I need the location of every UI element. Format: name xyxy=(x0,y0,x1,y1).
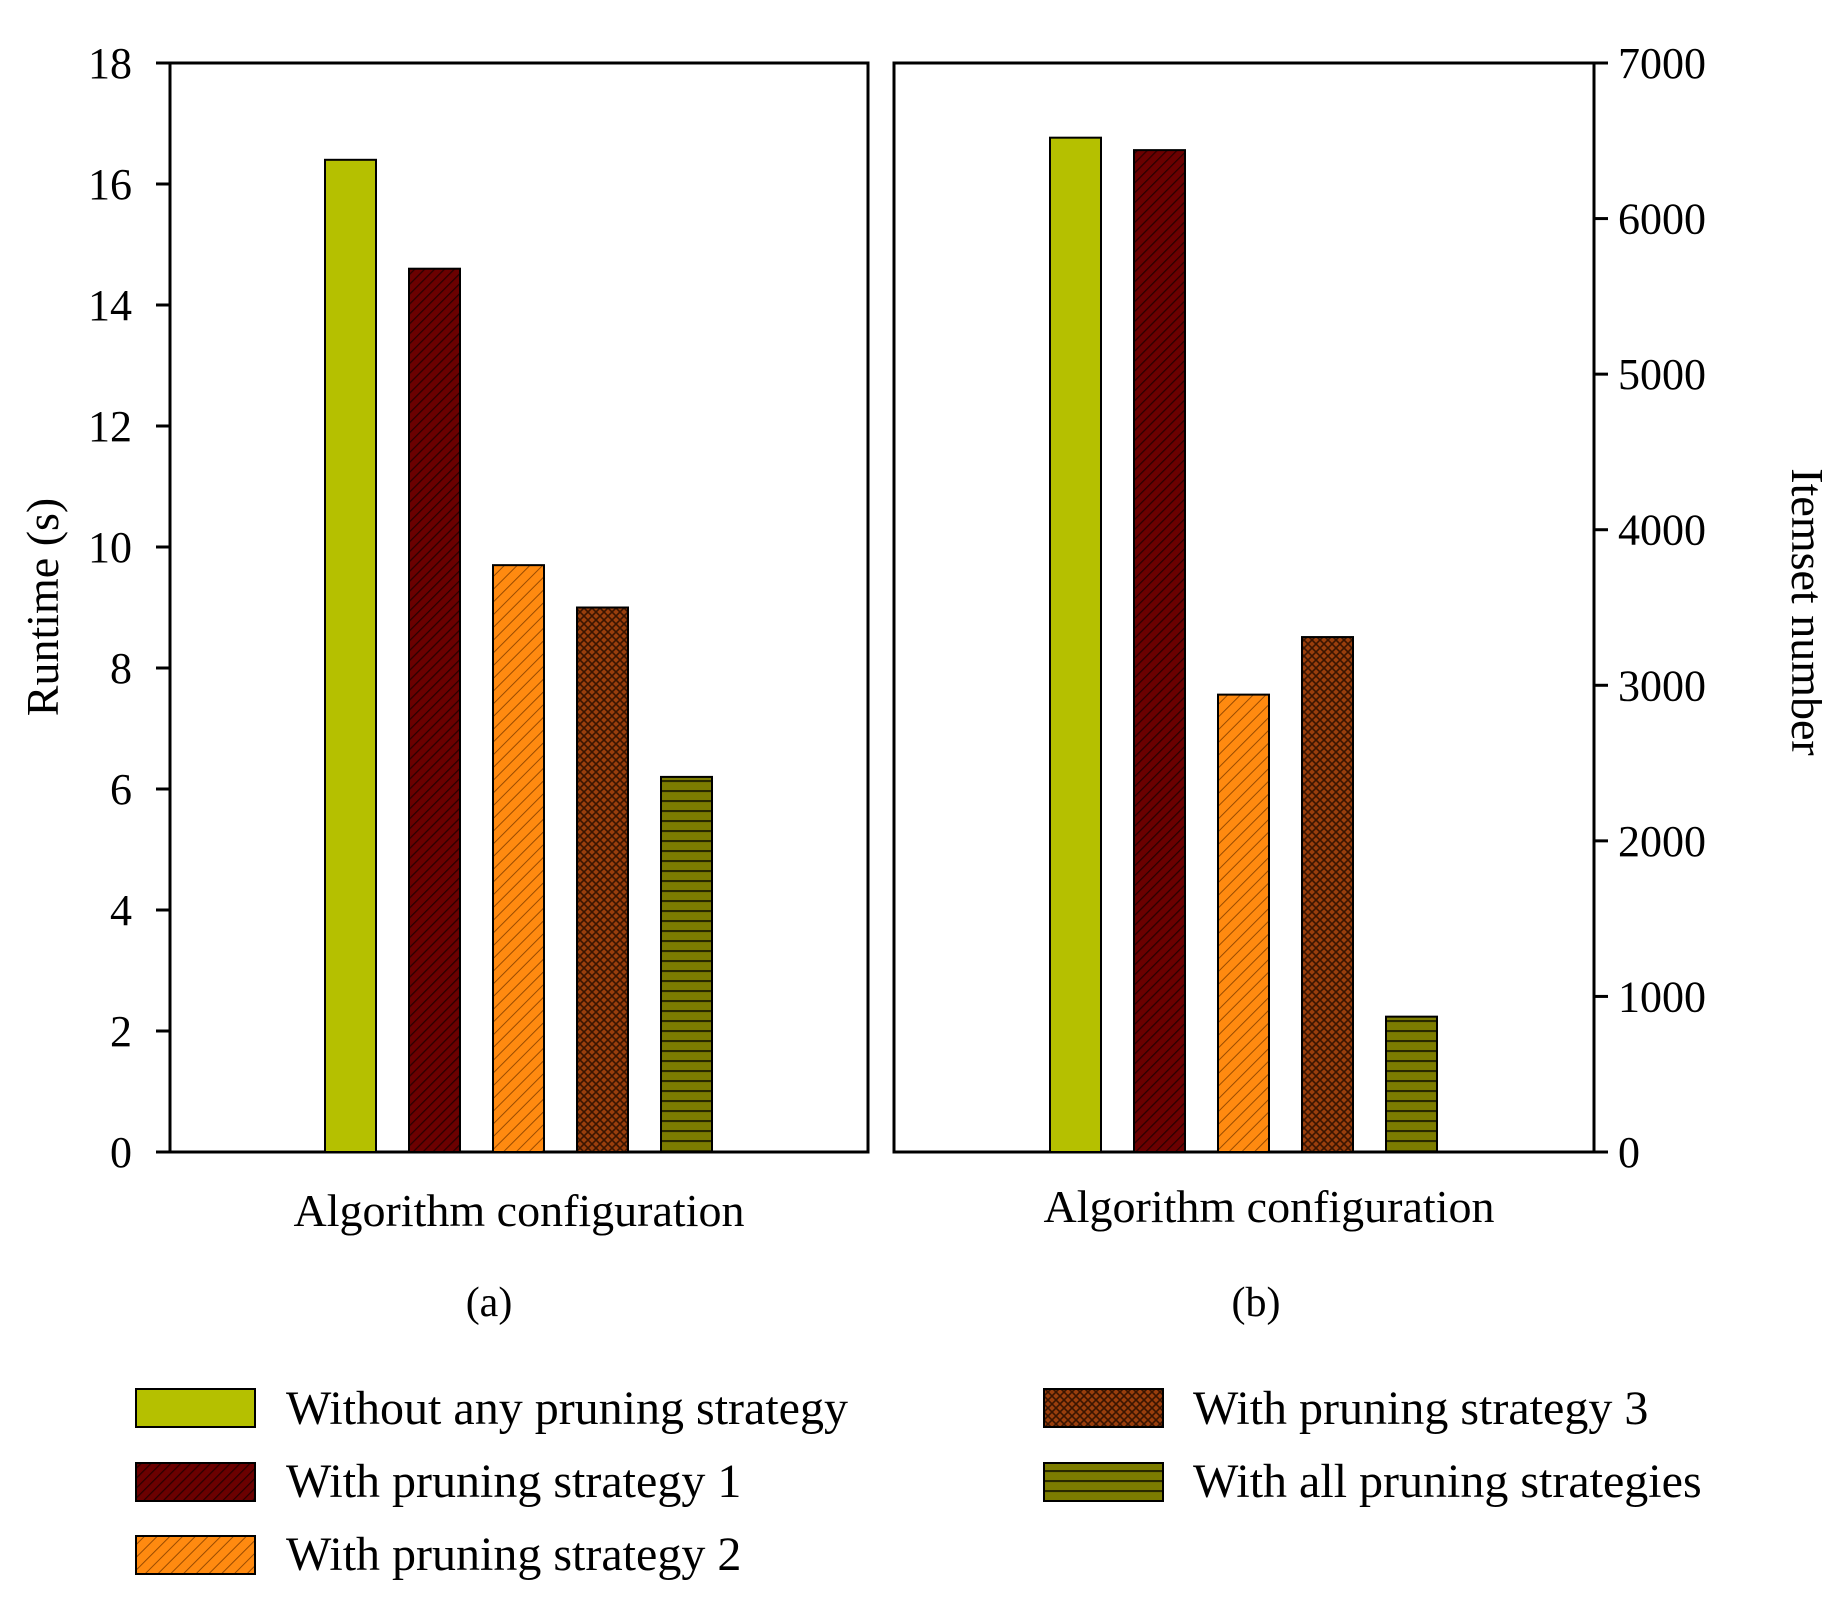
legend-swatch-3 xyxy=(1043,1388,1164,1428)
legend-label-1: With pruning strategy 1 xyxy=(286,1455,741,1508)
chart-b-ytick-label: 6000 xyxy=(1618,195,1706,244)
legend-label-4: With all pruning strategies xyxy=(1193,1455,1702,1508)
chart-a-ytick-label: 0 xyxy=(110,1128,132,1177)
chart-a-ytick-label: 16 xyxy=(88,160,132,209)
legend-label-2: With pruning strategy 2 xyxy=(286,1528,741,1581)
legend: Without any pruning strategy With prunin… xyxy=(135,1382,1702,1581)
chart-b-bar-4 xyxy=(1385,1015,1438,1153)
chart-a-ytick-label: 4 xyxy=(110,886,132,935)
chart-b-bar-1 xyxy=(1133,149,1186,1153)
chart-b-ytick-label: 2000 xyxy=(1618,817,1706,866)
chart-a-ytick-label: 18 xyxy=(88,39,132,88)
chart-a-ytick-label: 8 xyxy=(110,644,132,693)
chart-a-ytick-label: 6 xyxy=(110,765,132,814)
legend-label-0: Without any pruning strategy xyxy=(286,1382,848,1435)
chart-a-ytick-label: 10 xyxy=(88,523,132,572)
chart-b-ytick-label: 4000 xyxy=(1618,506,1706,555)
chart-b-ylabel: Itemset number xyxy=(1782,468,1822,755)
legend-swatch-4 xyxy=(1043,1462,1164,1502)
chart-a-bar-3 xyxy=(576,606,629,1153)
chart-b: 0 1000 2000 3000 4000 5000 6000 7000 Algorithm … xyxy=(892,39,1822,1326)
chart-b-caption: (b) xyxy=(1232,1280,1281,1326)
chart-b-ytick-label: 0 xyxy=(1618,1128,1640,1177)
legend-swatch-2 xyxy=(135,1535,256,1575)
legend-swatch-1 xyxy=(135,1462,256,1502)
chart-a-ytick-label: 14 xyxy=(88,281,132,330)
chart-a-bars xyxy=(324,158,713,1154)
chart-b-bar-3 xyxy=(1301,636,1354,1153)
legend-swatch-0 xyxy=(135,1388,256,1428)
legend-item-1: With pruning strategy 1 xyxy=(135,1455,741,1508)
chart-a-ytick-label: 2 xyxy=(110,1007,132,1056)
chart-a-ytick-label: 12 xyxy=(88,402,132,451)
legend-item-2: With pruning strategy 2 xyxy=(135,1528,741,1581)
legend-item-4: With all pruning strategies xyxy=(1043,1455,1702,1508)
chart-b-ytick-label: 7000 xyxy=(1618,39,1706,88)
legend-item-3: With pruning strategy 3 xyxy=(1043,1382,1648,1435)
chart-a-bar-4 xyxy=(660,775,713,1154)
legend-item-0: Without any pruning strategy xyxy=(135,1382,848,1435)
chart-a-ylabel: Runtime (s) xyxy=(17,498,68,716)
chart-a-xlabel: Algorithm configuration xyxy=(294,1185,745,1236)
chart-a-bar-0 xyxy=(324,158,377,1154)
chart-b-ytick-label: 1000 xyxy=(1618,972,1706,1021)
chart-b-ytick-label: 3000 xyxy=(1618,661,1706,710)
chart-b-xlabel: Algorithm configuration xyxy=(1044,1181,1495,1232)
chart-b-bar-0 xyxy=(1049,136,1102,1154)
chart-a-y-axis: 0 2 4 6 8 10 12 14 16 18 xyxy=(88,39,170,1177)
chart-b-bars xyxy=(1049,136,1438,1154)
chart-a-bar-1 xyxy=(408,267,461,1153)
chart-a-bar-2 xyxy=(492,564,545,1153)
legend-label-3: With pruning strategy 3 xyxy=(1193,1382,1648,1435)
chart-b-bar-2 xyxy=(1217,693,1270,1153)
chart-b-ytick-label: 5000 xyxy=(1618,350,1706,399)
chart-b-y-axis: 0 1000 2000 3000 4000 5000 6000 7000 xyxy=(1594,39,1706,1177)
chart-a-caption: (a) xyxy=(466,1280,513,1326)
